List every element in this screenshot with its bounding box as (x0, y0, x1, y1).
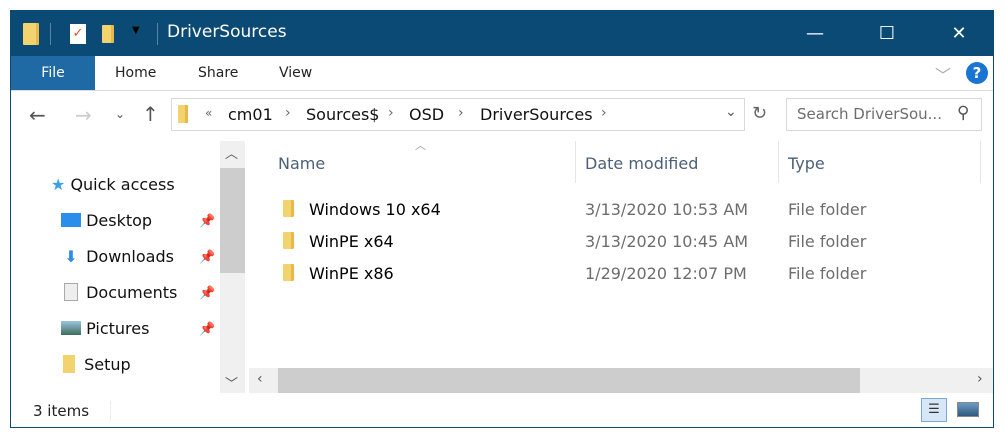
column-date-modified[interactable]: Date modified (585, 154, 699, 173)
pictures-icon (61, 321, 81, 335)
sort-ascending-icon: ︿ (415, 139, 426, 152)
scroll-thumb[interactable] (220, 168, 245, 273)
star-icon: ★ (51, 175, 66, 194)
forward-icon[interactable]: → (75, 103, 92, 127)
scroll-down-icon[interactable]: ﹀ (225, 377, 239, 392)
file-date: 3/13/2020 10:45 AM (585, 232, 749, 251)
maximize-button[interactable]: ☐ (878, 23, 896, 44)
file-date: 3/13/2020 10:53 AM (585, 200, 749, 219)
scroll-up-icon[interactable]: ︿ (225, 147, 239, 162)
nav-vertical-scrollbar[interactable]: ︿ ﹀ (220, 141, 245, 393)
file-type: File folder (788, 264, 867, 283)
pin-icon[interactable]: 📌 (199, 250, 216, 265)
scroll-thumb[interactable] (278, 368, 860, 393)
close-button[interactable]: ✕ (951, 23, 967, 44)
search-icon[interactable]: ⚲ (957, 103, 970, 123)
file-name: WinPE x64 (309, 232, 394, 251)
documents-icon (64, 283, 78, 301)
tab-share[interactable]: Share (198, 65, 239, 81)
pin-icon[interactable]: 📌 (199, 286, 216, 301)
up-icon[interactable]: ↑ (142, 102, 159, 126)
nav-downloads[interactable]: ⬇ Downloads (61, 247, 174, 266)
recent-dropdown-icon[interactable]: ⌄ (115, 107, 126, 121)
qat-dropdown-icon[interactable]: ▼ (132, 25, 140, 36)
large-icons-view-button[interactable] (957, 402, 979, 417)
horizontal-scrollbar[interactable]: ‹ › (249, 368, 993, 393)
chevron-right-icon[interactable]: › (601, 105, 607, 121)
nav-quick-access[interactable]: ★ Quick access (51, 175, 175, 194)
scroll-left-icon[interactable]: ‹ (257, 371, 263, 387)
window-title: DriverSources (167, 22, 287, 42)
chevron-right-icon[interactable]: › (388, 105, 394, 121)
file-name: WinPE x86 (309, 264, 394, 283)
nav-desktop[interactable]: Desktop (61, 211, 152, 230)
search-input[interactable]: Search DriverSou... (786, 98, 982, 131)
crumb-osd[interactable]: OSD (409, 105, 445, 124)
nav-documents[interactable]: Documents (61, 283, 177, 302)
properties-icon[interactable]: ✓ (70, 24, 86, 44)
status-item-count: 3 items (33, 402, 90, 420)
pin-icon[interactable]: 📌 (199, 214, 216, 229)
help-icon[interactable]: ? (966, 62, 988, 84)
new-folder-icon[interactable] (102, 25, 114, 43)
tab-view[interactable]: View (279, 65, 313, 81)
nav-label: Desktop (86, 211, 153, 230)
folder-icon (178, 105, 188, 123)
nav-setup[interactable]: Setup (63, 355, 131, 374)
pin-icon[interactable]: 📌 (199, 322, 216, 337)
refresh-icon[interactable]: ↻ (752, 103, 768, 124)
folder-icon (23, 23, 39, 45)
title-bar: ✓ ▼ DriverSources — ☐ ✕ (11, 11, 993, 56)
scroll-right-icon[interactable]: › (977, 371, 983, 387)
desktop-icon (61, 213, 81, 227)
folder-icon (283, 200, 294, 217)
file-date: 1/29/2020 12:07 PM (585, 264, 747, 283)
crumb-driversources[interactable]: DriverSources (480, 105, 593, 124)
crumb-sources[interactable]: Sources$ (306, 105, 380, 124)
chevron-right-icon[interactable]: › (458, 105, 464, 121)
file-type: File folder (788, 200, 867, 219)
column-name[interactable]: Name (278, 154, 326, 173)
back-icon[interactable]: ← (29, 103, 46, 127)
folder-icon (283, 232, 294, 249)
tab-home[interactable]: Home (115, 65, 157, 81)
folder-icon (283, 264, 294, 281)
nav-label: Documents (86, 283, 178, 302)
folder-icon (63, 355, 75, 373)
nav-label: Quick access (70, 175, 175, 194)
chevron-right-icon[interactable]: › (285, 105, 291, 121)
minimize-button[interactable]: — (806, 23, 824, 44)
address-bar[interactable]: « cm01 › Sources$ › OSD › DriverSources … (171, 98, 767, 131)
file-name: Windows 10 x64 (309, 200, 441, 219)
download-icon: ⬇ (64, 247, 78, 266)
explorer-window: ✓ ▼ DriverSources — ☐ ✕ File Home Share … (10, 10, 994, 428)
expand-ribbon-icon[interactable]: ﹀ (935, 66, 952, 85)
nav-label: Pictures (86, 319, 150, 338)
column-type[interactable]: Type (788, 154, 825, 173)
ribbon: File Home Share View ﹀ ? (11, 56, 993, 91)
address-dropdown-icon[interactable]: ⌄ (725, 104, 737, 120)
nav-label: Downloads (86, 247, 174, 266)
details-view-button[interactable]: ☰ (921, 398, 947, 422)
crumb-cm01[interactable]: cm01 (228, 105, 273, 124)
nav-label: Setup (84, 355, 131, 374)
file-type: File folder (788, 232, 867, 251)
tab-file[interactable]: File (11, 56, 95, 90)
nav-pictures[interactable]: Pictures (61, 319, 149, 338)
overflow-icon[interactable]: « (205, 106, 213, 120)
